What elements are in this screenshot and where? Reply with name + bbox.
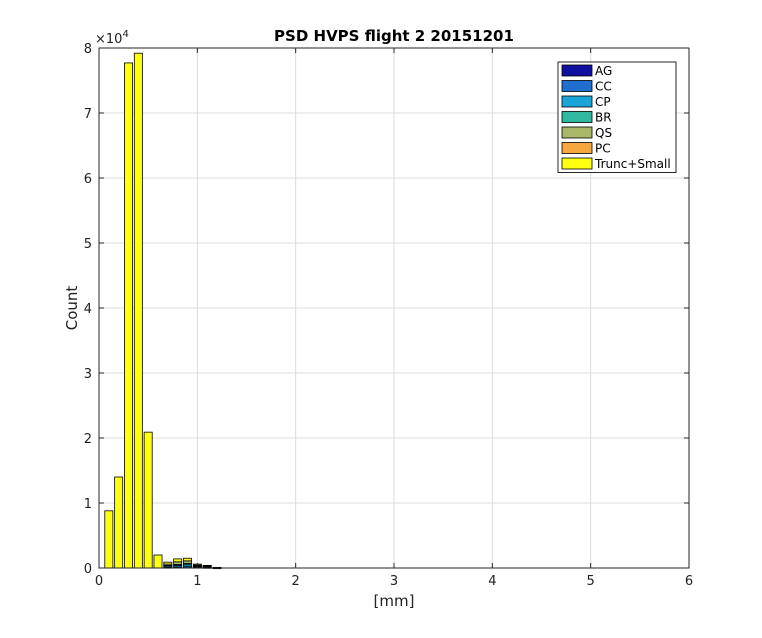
legend-label: QS [595, 126, 612, 140]
x-tick-label: 2 [292, 574, 300, 589]
y-tick-label: 0 [84, 562, 92, 577]
x-tick-label: 0 [95, 574, 103, 589]
legend-label: PC [595, 142, 611, 156]
y-tick-label: 5 [84, 237, 92, 252]
legend-swatch [561, 64, 593, 77]
legend-swatch [561, 95, 593, 108]
bars [104, 52, 222, 570]
y-tick-label: 6 [84, 172, 92, 187]
bar-segment [173, 558, 183, 563]
bar-segment [163, 561, 173, 565]
x-tick-label: 4 [488, 574, 496, 589]
legend-swatch [561, 142, 593, 154]
chart-title: PSD HVPS flight 2 20151201 [274, 27, 514, 45]
legend-swatch [561, 126, 593, 139]
bar-segment [202, 565, 212, 567]
y-tick-label: 2 [84, 432, 92, 447]
grid [99, 48, 689, 568]
bar-segment [133, 52, 143, 569]
y-tick-label: 3 [84, 367, 92, 382]
legend-label: Trunc+Small [594, 157, 671, 171]
x-tick-label: 3 [390, 574, 398, 589]
y-exponent: ×104 [95, 29, 129, 47]
legend-label: AG [595, 64, 612, 78]
x-axis-label: [mm] [374, 592, 415, 610]
legend-swatch [561, 157, 593, 170]
y-tick-label: 7 [84, 107, 92, 122]
bar-segment [143, 431, 153, 569]
bar-segment [114, 476, 124, 569]
legend-swatch [561, 111, 593, 123]
bar-segment [124, 62, 133, 569]
y-tick-label: 4 [84, 302, 92, 317]
x-tick-label: 1 [193, 574, 201, 589]
x-tick-label: 6 [685, 574, 693, 589]
bar-segment [104, 510, 114, 569]
legend-label: CC [595, 80, 612, 94]
y-axis-label: Count [63, 286, 81, 331]
y-tick-label: 1 [84, 497, 92, 512]
bar-segment [183, 557, 192, 562]
legend-swatch [561, 80, 593, 92]
legend-label: CP [595, 95, 611, 109]
x-tick-label: 5 [587, 574, 595, 589]
bar-segment [153, 554, 163, 569]
ticks: 0 1 2 3 4 5 6 0 1 2 3 4 5 6 7 8 [84, 42, 693, 589]
y-tick-label: 8 [84, 42, 92, 57]
legend-label: BR [595, 111, 612, 125]
